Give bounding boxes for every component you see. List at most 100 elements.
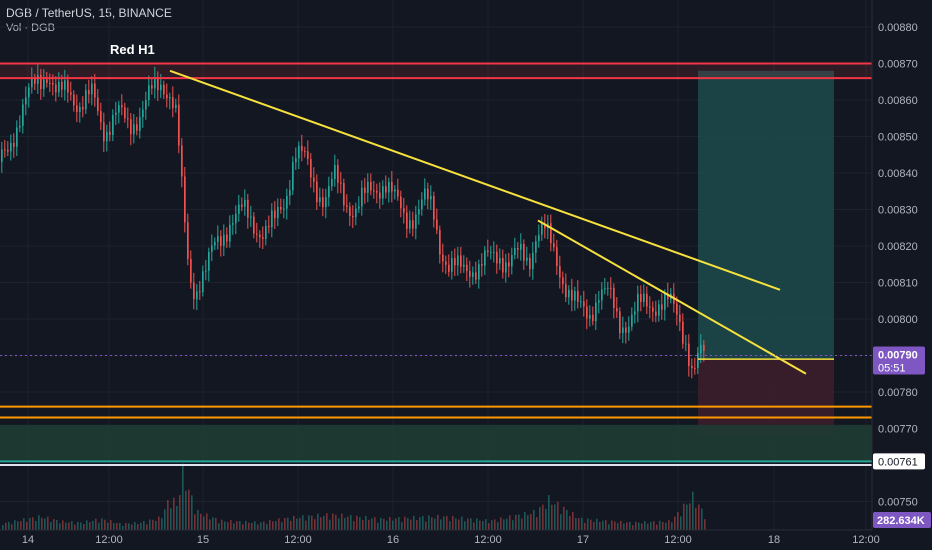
volume-bar <box>38 515 40 530</box>
volume-bar <box>125 522 127 530</box>
volume-bar <box>398 517 400 530</box>
volume-bar <box>653 521 655 530</box>
volume-bar <box>29 517 31 530</box>
candle-body <box>256 233 258 235</box>
candle-body <box>397 189 399 197</box>
candle-body <box>370 181 372 191</box>
candle-body <box>565 284 567 298</box>
volume-bar <box>434 518 436 530</box>
candle-body <box>424 188 426 200</box>
volume-bar <box>671 522 673 530</box>
volume-bar <box>110 520 112 530</box>
candle-body <box>178 104 180 146</box>
volume-bar <box>410 519 412 530</box>
volume-bar <box>197 509 199 530</box>
trendline <box>537 219 807 375</box>
candle-body <box>163 84 165 95</box>
volume-bar <box>614 521 616 530</box>
volume-bar <box>131 524 133 530</box>
volume-bar <box>416 519 418 530</box>
candle-body <box>589 314 591 319</box>
candle-body <box>400 196 402 209</box>
volume-bar <box>527 515 529 530</box>
volume-bar <box>314 519 316 530</box>
candle-body <box>517 248 519 250</box>
volume-bar <box>65 522 67 530</box>
volume-bar <box>266 523 268 530</box>
volume-bar <box>173 497 175 530</box>
volume-bar <box>116 523 118 530</box>
candle-body <box>58 81 60 93</box>
candle-body <box>316 181 318 203</box>
volume-bar <box>188 489 190 530</box>
candle-body <box>139 117 141 131</box>
volume-bar <box>356 515 358 530</box>
volume-bar <box>611 520 613 530</box>
volume-bar <box>260 522 262 530</box>
candle-body <box>511 254 513 267</box>
volume-bar <box>569 516 571 530</box>
candle-body <box>382 186 384 199</box>
candle-body <box>238 204 240 214</box>
volume-bar <box>551 504 553 530</box>
candle-body <box>583 301 585 307</box>
candle-body <box>472 272 474 277</box>
candle-body <box>415 214 417 229</box>
volume-bar <box>17 521 19 530</box>
candle-body <box>100 111 102 123</box>
volume-bar <box>488 523 490 530</box>
candle-body <box>223 234 225 246</box>
volume-indicator-label[interactable]: Vol · DGB <box>6 22 55 34</box>
candle-body <box>577 291 579 302</box>
volume-bar <box>347 516 349 530</box>
candle-body <box>463 264 465 267</box>
volume-bar <box>278 518 280 530</box>
volume-bar <box>263 521 265 530</box>
candle-body <box>13 142 15 147</box>
target-zone <box>698 70 834 360</box>
volume-bar <box>11 524 13 530</box>
volume-bar <box>149 519 151 530</box>
candle-body <box>559 265 561 278</box>
volume-bar <box>233 523 235 530</box>
volume-bar <box>2 525 4 530</box>
candle-body <box>172 97 174 109</box>
volume-bar <box>269 520 271 530</box>
candle-body <box>31 78 33 88</box>
candle-body <box>325 197 327 208</box>
candle-body <box>433 196 435 220</box>
candle-body <box>523 243 525 261</box>
volume-bar <box>182 463 184 530</box>
candle-body <box>103 122 105 142</box>
x-tick-label: 18 <box>768 534 780 546</box>
candle-body <box>115 112 117 115</box>
trendline <box>169 69 781 291</box>
candle-body <box>151 85 153 89</box>
candle-body <box>145 100 147 110</box>
candle-body <box>460 255 462 267</box>
candle-body <box>175 104 177 109</box>
candle-body <box>487 250 489 252</box>
volume-bar <box>626 522 628 530</box>
candle-body <box>631 314 633 327</box>
volume-bar <box>431 517 433 530</box>
volume-bar <box>8 521 10 530</box>
volume-bar <box>629 521 631 530</box>
candle-body <box>160 84 162 91</box>
volume-bar <box>542 504 544 530</box>
resistance-band <box>0 63 872 79</box>
volume-bar <box>479 520 481 530</box>
volume-bar <box>359 517 361 530</box>
candle-body <box>538 234 540 242</box>
candle-body <box>664 293 666 310</box>
volume-bar <box>701 508 703 530</box>
y-tick-label: 0.00840 <box>878 168 918 180</box>
symbol-title[interactable]: DGB / TetherUS, 15, BINANCE <box>6 6 172 20</box>
volume-bar <box>500 517 502 530</box>
candle-body <box>427 188 429 200</box>
candle-body <box>454 258 456 266</box>
volume-bar <box>368 519 370 530</box>
volume-bar <box>572 511 574 530</box>
candle-body <box>607 287 609 289</box>
